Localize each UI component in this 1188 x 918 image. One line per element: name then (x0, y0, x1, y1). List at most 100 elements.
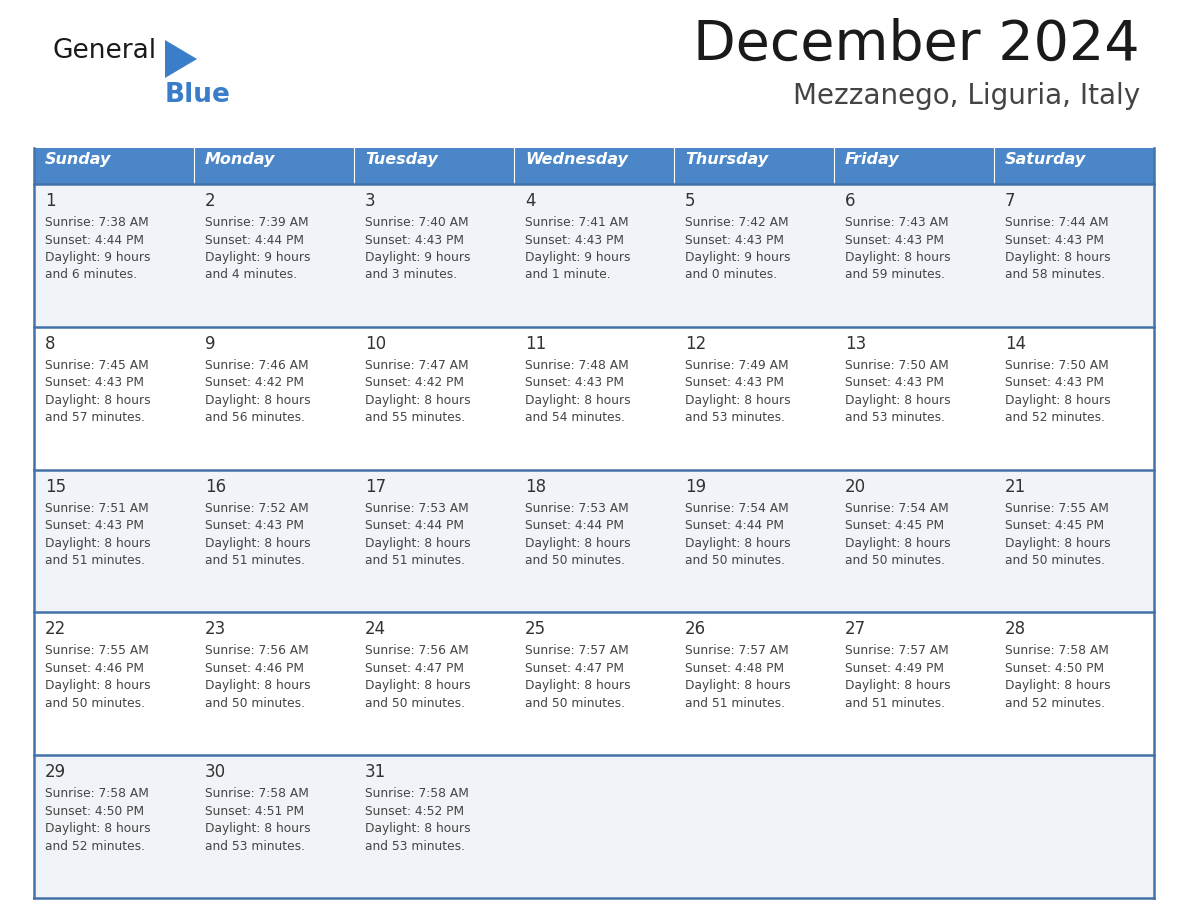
Text: and 59 minutes.: and 59 minutes. (845, 268, 944, 282)
Text: Daylight: 8 hours: Daylight: 8 hours (206, 537, 310, 550)
Text: and 56 minutes.: and 56 minutes. (206, 411, 305, 424)
Text: Daylight: 8 hours: Daylight: 8 hours (845, 679, 950, 692)
Text: Daylight: 8 hours: Daylight: 8 hours (365, 823, 470, 835)
Text: Sunrise: 7:56 AM: Sunrise: 7:56 AM (365, 644, 469, 657)
Text: Daylight: 9 hours: Daylight: 9 hours (206, 251, 310, 264)
Text: Daylight: 8 hours: Daylight: 8 hours (685, 537, 791, 550)
Text: Monday: Monday (206, 152, 276, 167)
Text: Daylight: 8 hours: Daylight: 8 hours (45, 537, 151, 550)
Text: 13: 13 (845, 335, 866, 353)
Text: Sunrise: 7:39 AM: Sunrise: 7:39 AM (206, 216, 309, 229)
Text: 21: 21 (1005, 477, 1026, 496)
Text: Sunset: 4:43 PM: Sunset: 4:43 PM (845, 233, 944, 247)
Text: 19: 19 (685, 477, 706, 496)
Text: Daylight: 8 hours: Daylight: 8 hours (45, 823, 151, 835)
Text: Daylight: 8 hours: Daylight: 8 hours (525, 679, 631, 692)
Text: Sunset: 4:43 PM: Sunset: 4:43 PM (206, 519, 304, 532)
Text: 12: 12 (685, 335, 706, 353)
Text: and 54 minutes.: and 54 minutes. (525, 411, 625, 424)
Text: Sunset: 4:42 PM: Sunset: 4:42 PM (365, 376, 465, 389)
Text: and 51 minutes.: and 51 minutes. (206, 554, 305, 567)
Text: Sunrise: 7:57 AM: Sunrise: 7:57 AM (685, 644, 789, 657)
Text: Sunset: 4:48 PM: Sunset: 4:48 PM (685, 662, 784, 675)
Text: Sunset: 4:43 PM: Sunset: 4:43 PM (685, 376, 784, 389)
Text: 27: 27 (845, 621, 866, 638)
Text: Sunrise: 7:40 AM: Sunrise: 7:40 AM (365, 216, 468, 229)
Bar (34, 148, 1154, 184)
Bar (34, 184, 1154, 327)
Text: and 3 minutes.: and 3 minutes. (365, 268, 457, 282)
Text: 14: 14 (1005, 335, 1026, 353)
Text: Daylight: 8 hours: Daylight: 8 hours (1005, 251, 1111, 264)
Text: Sunset: 4:47 PM: Sunset: 4:47 PM (525, 662, 624, 675)
Text: Sunset: 4:51 PM: Sunset: 4:51 PM (206, 805, 304, 818)
Text: Daylight: 8 hours: Daylight: 8 hours (1005, 394, 1111, 407)
Text: Sunset: 4:43 PM: Sunset: 4:43 PM (45, 519, 144, 532)
Text: December 2024: December 2024 (694, 18, 1140, 72)
Text: 10: 10 (365, 335, 386, 353)
Bar (34, 612, 1154, 756)
Text: Daylight: 8 hours: Daylight: 8 hours (845, 251, 950, 264)
Text: Wednesday: Wednesday (525, 152, 628, 167)
Text: 4: 4 (525, 192, 536, 210)
Text: and 50 minutes.: and 50 minutes. (206, 697, 305, 710)
Text: Sunset: 4:52 PM: Sunset: 4:52 PM (365, 805, 465, 818)
Text: Sunrise: 7:42 AM: Sunrise: 7:42 AM (685, 216, 789, 229)
Text: Sunrise: 7:46 AM: Sunrise: 7:46 AM (206, 359, 309, 372)
Text: Daylight: 8 hours: Daylight: 8 hours (685, 394, 791, 407)
Text: Sunset: 4:44 PM: Sunset: 4:44 PM (365, 519, 465, 532)
Text: and 55 minutes.: and 55 minutes. (365, 411, 466, 424)
Text: 29: 29 (45, 763, 67, 781)
Bar (34, 470, 1154, 612)
Text: Sunrise: 7:43 AM: Sunrise: 7:43 AM (845, 216, 949, 229)
Text: 24: 24 (365, 621, 386, 638)
Text: Daylight: 8 hours: Daylight: 8 hours (685, 679, 791, 692)
Text: Friday: Friday (845, 152, 899, 167)
Text: Sunset: 4:43 PM: Sunset: 4:43 PM (525, 376, 624, 389)
Text: Sunrise: 7:45 AM: Sunrise: 7:45 AM (45, 359, 148, 372)
Text: Sunrise: 7:48 AM: Sunrise: 7:48 AM (525, 359, 628, 372)
Bar (34, 756, 1154, 898)
Text: and 51 minutes.: and 51 minutes. (365, 554, 465, 567)
Bar (34, 327, 1154, 470)
Text: Sunrise: 7:56 AM: Sunrise: 7:56 AM (206, 644, 309, 657)
Text: 6: 6 (845, 192, 855, 210)
Text: Sunrise: 7:53 AM: Sunrise: 7:53 AM (365, 501, 469, 515)
Text: and 58 minutes.: and 58 minutes. (1005, 268, 1105, 282)
Text: Sunset: 4:50 PM: Sunset: 4:50 PM (1005, 662, 1104, 675)
Text: Daylight: 9 hours: Daylight: 9 hours (685, 251, 790, 264)
Text: Sunset: 4:44 PM: Sunset: 4:44 PM (45, 233, 144, 247)
Text: and 6 minutes.: and 6 minutes. (45, 268, 137, 282)
Text: Daylight: 8 hours: Daylight: 8 hours (1005, 679, 1111, 692)
Text: 17: 17 (365, 477, 386, 496)
Text: and 52 minutes.: and 52 minutes. (45, 840, 145, 853)
Text: Blue: Blue (165, 82, 230, 108)
Text: Sunrise: 7:54 AM: Sunrise: 7:54 AM (685, 501, 789, 515)
Text: 30: 30 (206, 763, 226, 781)
Text: 8: 8 (45, 335, 56, 353)
Text: Sunset: 4:46 PM: Sunset: 4:46 PM (45, 662, 144, 675)
Text: Daylight: 8 hours: Daylight: 8 hours (206, 394, 310, 407)
Text: 7: 7 (1005, 192, 1016, 210)
Text: Daylight: 8 hours: Daylight: 8 hours (845, 394, 950, 407)
Text: Daylight: 8 hours: Daylight: 8 hours (365, 537, 470, 550)
Text: Sunrise: 7:58 AM: Sunrise: 7:58 AM (45, 788, 148, 800)
Text: Sunset: 4:43 PM: Sunset: 4:43 PM (685, 233, 784, 247)
Text: and 51 minutes.: and 51 minutes. (685, 697, 785, 710)
Text: Daylight: 8 hours: Daylight: 8 hours (45, 679, 151, 692)
Text: Daylight: 8 hours: Daylight: 8 hours (45, 394, 151, 407)
Text: Sunset: 4:50 PM: Sunset: 4:50 PM (45, 805, 144, 818)
Text: and 53 minutes.: and 53 minutes. (206, 840, 305, 853)
Text: Sunrise: 7:38 AM: Sunrise: 7:38 AM (45, 216, 148, 229)
Text: and 50 minutes.: and 50 minutes. (365, 697, 465, 710)
Text: Sunset: 4:43 PM: Sunset: 4:43 PM (1005, 376, 1104, 389)
Text: 16: 16 (206, 477, 226, 496)
Text: and 53 minutes.: and 53 minutes. (845, 411, 944, 424)
Text: 5: 5 (685, 192, 695, 210)
Text: Sunset: 4:44 PM: Sunset: 4:44 PM (685, 519, 784, 532)
Text: 18: 18 (525, 477, 546, 496)
Text: Daylight: 8 hours: Daylight: 8 hours (525, 537, 631, 550)
Text: Thursday: Thursday (685, 152, 769, 167)
Text: Daylight: 8 hours: Daylight: 8 hours (365, 394, 470, 407)
Text: Sunset: 4:42 PM: Sunset: 4:42 PM (206, 376, 304, 389)
